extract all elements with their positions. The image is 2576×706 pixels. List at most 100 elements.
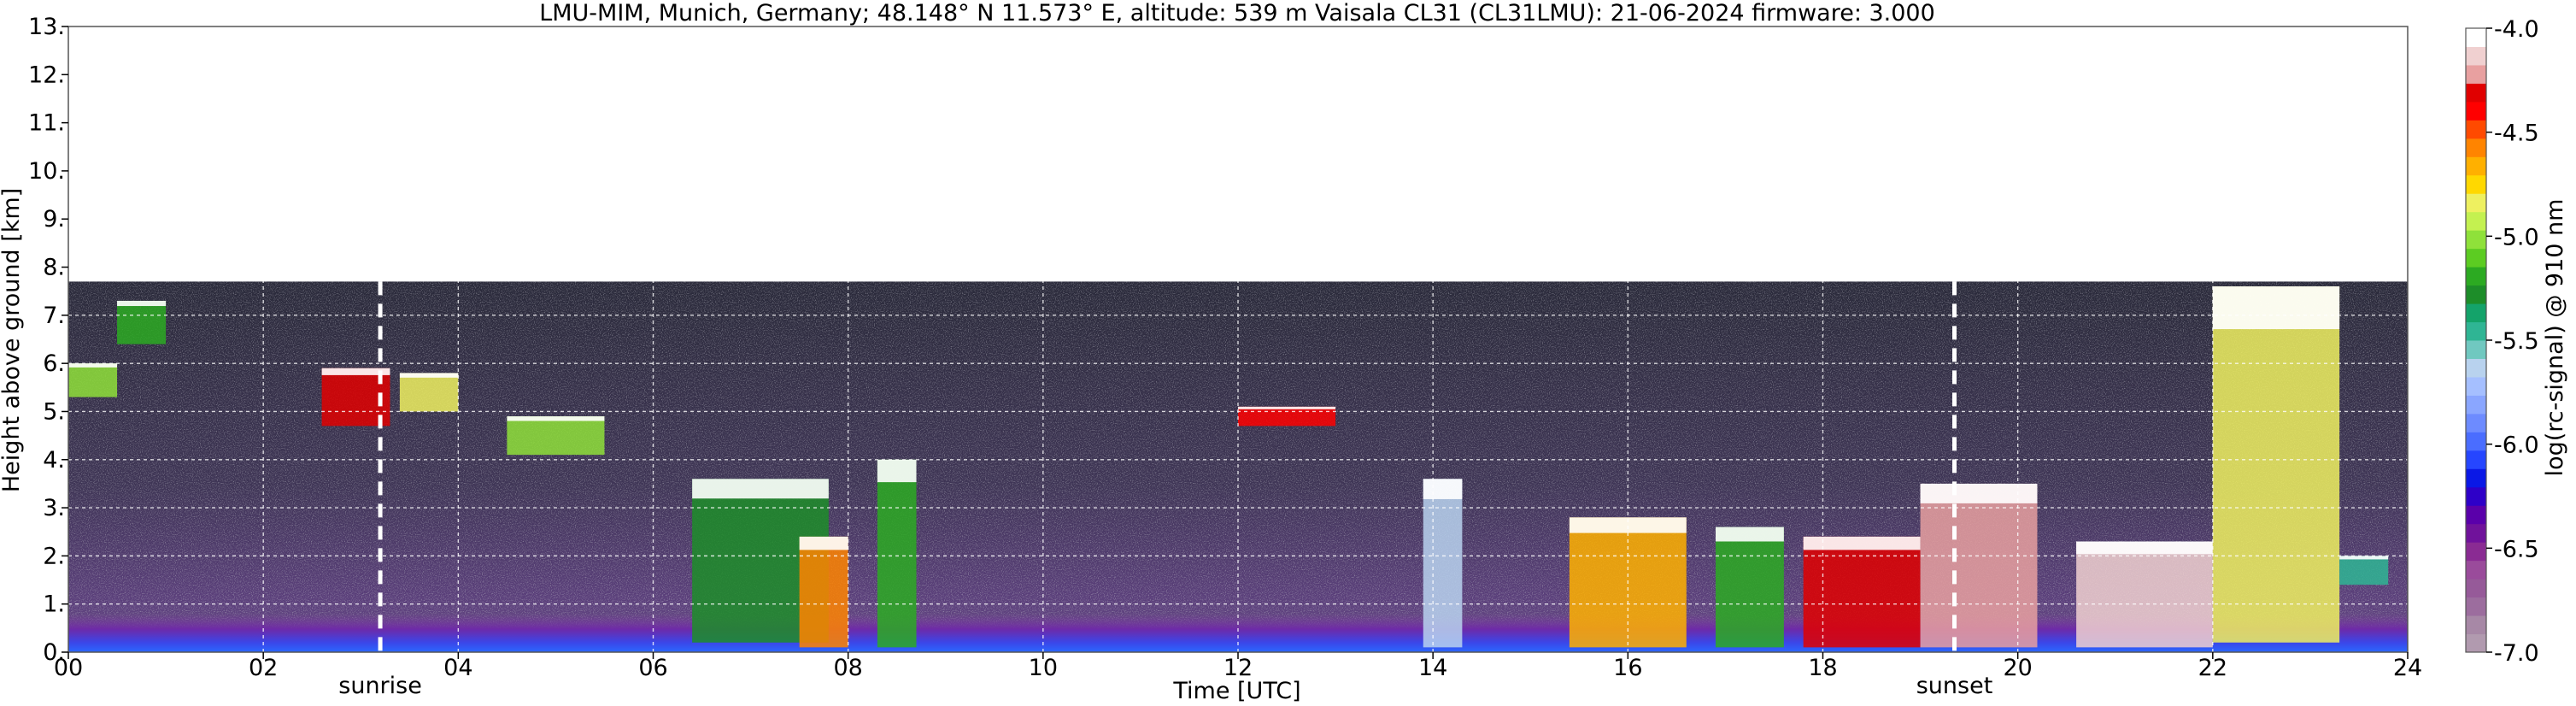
colorbar-segment [2466, 486, 2486, 506]
colorbar-segment [2466, 358, 2486, 378]
colorbar-tick-label: -7.0 [2494, 640, 2539, 667]
colorbar-segment [2466, 285, 2486, 304]
colorbar-ticks: -7.0 -6.5 -6.0 -5.5 -5.0 -4.5 -4.0 [2486, 16, 2539, 667]
cloud-top-edge [2339, 556, 2389, 560]
boundary-layer [68, 613, 2408, 652]
cloud-top-edge [1803, 536, 1921, 550]
colorbar-segment [2466, 138, 2486, 157]
colorbar-tick-label: -6.0 [2494, 432, 2539, 459]
cloud-feature [2212, 286, 2340, 643]
x-tick-label: 10 [1029, 655, 1058, 681]
y-tick-label: 3. [43, 495, 65, 521]
cloud-top-edge [117, 300, 167, 307]
x-tick-label: 16 [1613, 655, 1642, 681]
colorbar-segment [2466, 413, 2486, 432]
sunset-label: sunset [1916, 673, 1993, 699]
cloud-top-edge [1423, 479, 1463, 499]
cloud-top-edge [507, 416, 605, 421]
colorbar-segment [2466, 633, 2486, 653]
colorbar-segment [2466, 468, 2486, 488]
cloud-top-edge [1716, 527, 1784, 542]
y-tick-label: 1. [43, 591, 65, 618]
cloud-top-edge [1569, 517, 1687, 533]
x-tick-label: 18 [1808, 655, 1837, 681]
colorbar [2465, 27, 2487, 653]
x-tick-label: 04 [443, 655, 472, 681]
chart-title: LMU-MIM, Munich, Germany; 48.148° N 11.5… [539, 0, 1935, 26]
sunrise-label: sunrise [338, 673, 422, 699]
y-tick-label: 7. [43, 303, 65, 329]
cloud-feature [1423, 479, 1463, 648]
colorbar-segment [2466, 211, 2486, 231]
cloud-feature [799, 536, 848, 648]
colorbar-segment [2466, 597, 2486, 616]
colorbar-segment [2466, 395, 2486, 415]
cloud-top-edge [321, 368, 390, 375]
colorbar-segment [2466, 340, 2486, 359]
y-tick-label: 8. [43, 255, 65, 281]
sun-marker-labels: sunrise sunset [338, 673, 1992, 699]
colorbar-segment [2466, 450, 2486, 469]
colorbar-segment [2466, 28, 2486, 47]
colorbar-segment [2466, 303, 2486, 323]
x-tick-label: 06 [638, 655, 667, 681]
y-tick-label: 9. [43, 206, 65, 232]
x-axis: 00 02 04 06 08 10 12 14 16 18 20 22 24 [54, 652, 2422, 681]
y-tick-label: 11. [28, 110, 65, 137]
colorbar-segment [2466, 560, 2486, 580]
colorbar-segment [2466, 432, 2486, 451]
cloud-feature [399, 373, 459, 412]
cloud-feature [1716, 527, 1784, 648]
cloud-top-edge [68, 363, 118, 368]
x-tick-label: 24 [2393, 655, 2422, 681]
cloud-top-edge [799, 536, 848, 550]
colorbar-segment [2466, 376, 2486, 396]
cloud-feature [1803, 536, 1921, 648]
cloud-feature [2076, 541, 2213, 648]
colorbar-segment [2466, 321, 2486, 341]
colorbar-label: log(rc-signal) @ 910 nm [2542, 199, 2568, 477]
x-tick-label: 02 [249, 655, 278, 681]
x-tick-label: 12 [1223, 655, 1253, 681]
y-tick-label: 4. [43, 447, 65, 474]
cloud-top-edge [692, 479, 829, 499]
cloud-top-edge [2076, 541, 2213, 555]
cloud-feature [1920, 483, 2038, 648]
colorbar-segment [2466, 230, 2486, 250]
colorbar-tick-label: -6.5 [2494, 536, 2539, 562]
cloud-top-edge [1920, 483, 2038, 503]
colorbar-tick-label: -4.5 [2494, 121, 2539, 147]
cloud-top-edge [1238, 406, 1336, 409]
colorbar-segment [2466, 542, 2486, 562]
cloud-feature [1238, 406, 1336, 427]
colorbar-tick-label: -5.0 [2494, 224, 2539, 250]
x-tick-label: 08 [833, 655, 862, 681]
colorbar-segment [2466, 83, 2486, 103]
x-tick-label: 22 [2198, 655, 2227, 681]
y-tick-label: 6. [43, 350, 65, 377]
y-tick-label: 5. [43, 398, 65, 425]
y-tick-label: 10. [28, 158, 65, 185]
x-axis-label: Time [UTC] [1172, 678, 1300, 704]
colorbar-segment [2466, 505, 2486, 525]
y-axis: 0. 1. 2. 3. 4. 5. 6. 7. 8. 9. 10. 11. 12. 13. [28, 14, 68, 666]
sun-markers [378, 281, 1957, 652]
cloud-top-edge [877, 459, 917, 483]
colorbar-tick-label: -4.0 [2494, 16, 2539, 43]
colorbar-segment [2466, 156, 2486, 176]
cloud-feature [2339, 556, 2389, 585]
y-tick-label: 12. [28, 62, 65, 88]
y-tick-label: 0. [43, 639, 65, 666]
x-tick-label: 20 [2003, 655, 2032, 681]
colorbar-tick-label: -5.5 [2494, 328, 2539, 355]
colorbar-segment [2466, 174, 2486, 194]
colorbar-segment [2466, 193, 2486, 213]
y-tick-label: 2. [43, 543, 65, 569]
cloud-feature [507, 416, 605, 456]
colorbar-segment [2466, 101, 2486, 121]
cloud-feature [68, 363, 118, 397]
colorbar-segment [2466, 267, 2486, 286]
x-tick-label: 00 [54, 655, 83, 681]
colorbar-segment [2466, 120, 2486, 139]
